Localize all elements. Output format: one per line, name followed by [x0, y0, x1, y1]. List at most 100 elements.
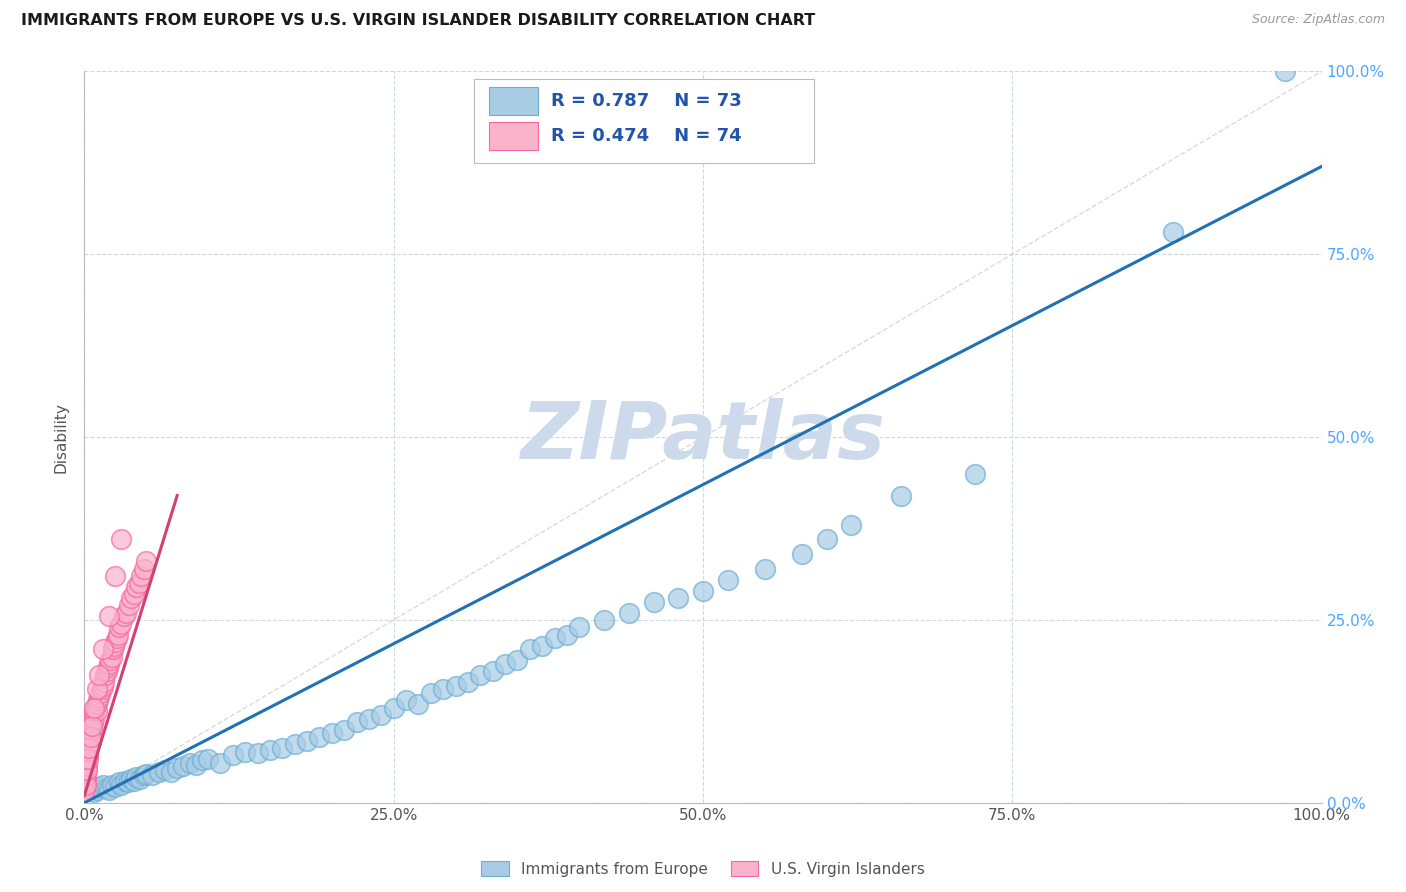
Point — [73, 777, 96, 792]
Point — [357, 712, 380, 726]
Point — [86, 697, 108, 711]
Point — [79, 737, 101, 751]
Point — [153, 763, 176, 777]
Point — [197, 752, 219, 766]
Point — [555, 627, 578, 641]
Point — [93, 675, 115, 690]
Point — [89, 667, 111, 681]
Point — [79, 730, 101, 744]
FancyBboxPatch shape — [489, 122, 538, 150]
Point — [91, 642, 114, 657]
Point — [233, 745, 256, 759]
Point — [91, 777, 114, 792]
Point — [444, 679, 467, 693]
Point — [222, 748, 245, 763]
Point — [115, 606, 138, 620]
Point — [110, 533, 132, 547]
Point — [82, 708, 104, 723]
Point — [83, 785, 105, 799]
Text: IMMIGRANTS FROM EUROPE VS U.S. VIRGIN ISLANDER DISABILITY CORRELATION CHART: IMMIGRANTS FROM EUROPE VS U.S. VIRGIN IS… — [21, 13, 815, 29]
Point — [87, 693, 110, 707]
Point — [432, 682, 454, 697]
Point — [75, 756, 97, 770]
Point — [129, 772, 152, 786]
Point — [692, 583, 714, 598]
Point — [79, 726, 101, 740]
Point — [1274, 64, 1296, 78]
Point — [80, 719, 103, 733]
Point — [172, 759, 194, 773]
Point — [73, 781, 96, 796]
Point — [166, 761, 188, 775]
Point — [112, 609, 135, 624]
Point — [259, 743, 281, 757]
Legend: Immigrants from Europe, U.S. Virgin Islanders: Immigrants from Europe, U.S. Virgin Isla… — [475, 855, 931, 883]
Point — [76, 740, 98, 755]
Point — [568, 620, 591, 634]
Point — [122, 587, 145, 601]
Point — [84, 700, 107, 714]
Point — [125, 770, 148, 784]
Point — [333, 723, 356, 737]
Point — [73, 766, 96, 780]
Point — [73, 785, 96, 799]
Point — [76, 745, 98, 759]
Point — [132, 562, 155, 576]
Point — [419, 686, 441, 700]
Point — [754, 562, 776, 576]
Point — [96, 664, 118, 678]
Point — [79, 733, 101, 747]
Point — [89, 686, 111, 700]
Point — [120, 772, 142, 787]
Point — [519, 642, 541, 657]
Point — [481, 664, 503, 678]
Point — [666, 591, 689, 605]
Point — [75, 777, 97, 792]
Point — [141, 768, 163, 782]
Point — [129, 569, 152, 583]
Point — [89, 690, 111, 704]
Point — [790, 547, 813, 561]
Point — [321, 726, 343, 740]
Point — [108, 775, 131, 789]
Point — [184, 757, 207, 772]
Point — [122, 773, 145, 788]
Point — [110, 777, 132, 792]
Point — [73, 773, 96, 788]
Point — [346, 715, 368, 730]
Point — [86, 782, 108, 797]
Text: R = 0.787    N = 73: R = 0.787 N = 73 — [551, 93, 741, 111]
Text: ZIPatlas: ZIPatlas — [520, 398, 886, 476]
Point — [104, 780, 127, 794]
Point — [617, 606, 640, 620]
Point — [96, 781, 118, 796]
Point — [135, 554, 157, 568]
Point — [76, 752, 98, 766]
Point — [98, 609, 121, 624]
Y-axis label: Disability: Disability — [53, 401, 69, 473]
Point — [494, 657, 516, 671]
Point — [470, 667, 492, 681]
Point — [160, 765, 183, 780]
Point — [114, 773, 136, 788]
Point — [395, 693, 418, 707]
Point — [79, 723, 101, 737]
Point — [75, 773, 97, 788]
Point — [965, 467, 987, 481]
Point — [101, 642, 124, 657]
Point — [104, 569, 127, 583]
Point — [86, 682, 108, 697]
Point — [191, 753, 214, 767]
Point — [506, 653, 529, 667]
Point — [815, 533, 838, 547]
Point — [80, 719, 103, 733]
Point — [103, 639, 125, 653]
Point — [295, 733, 318, 747]
Point — [83, 700, 105, 714]
Point — [108, 620, 131, 634]
Point — [110, 616, 132, 631]
Text: Source: ZipAtlas.com: Source: ZipAtlas.com — [1251, 13, 1385, 27]
Point — [77, 740, 100, 755]
Point — [135, 766, 157, 780]
Point — [841, 517, 863, 532]
